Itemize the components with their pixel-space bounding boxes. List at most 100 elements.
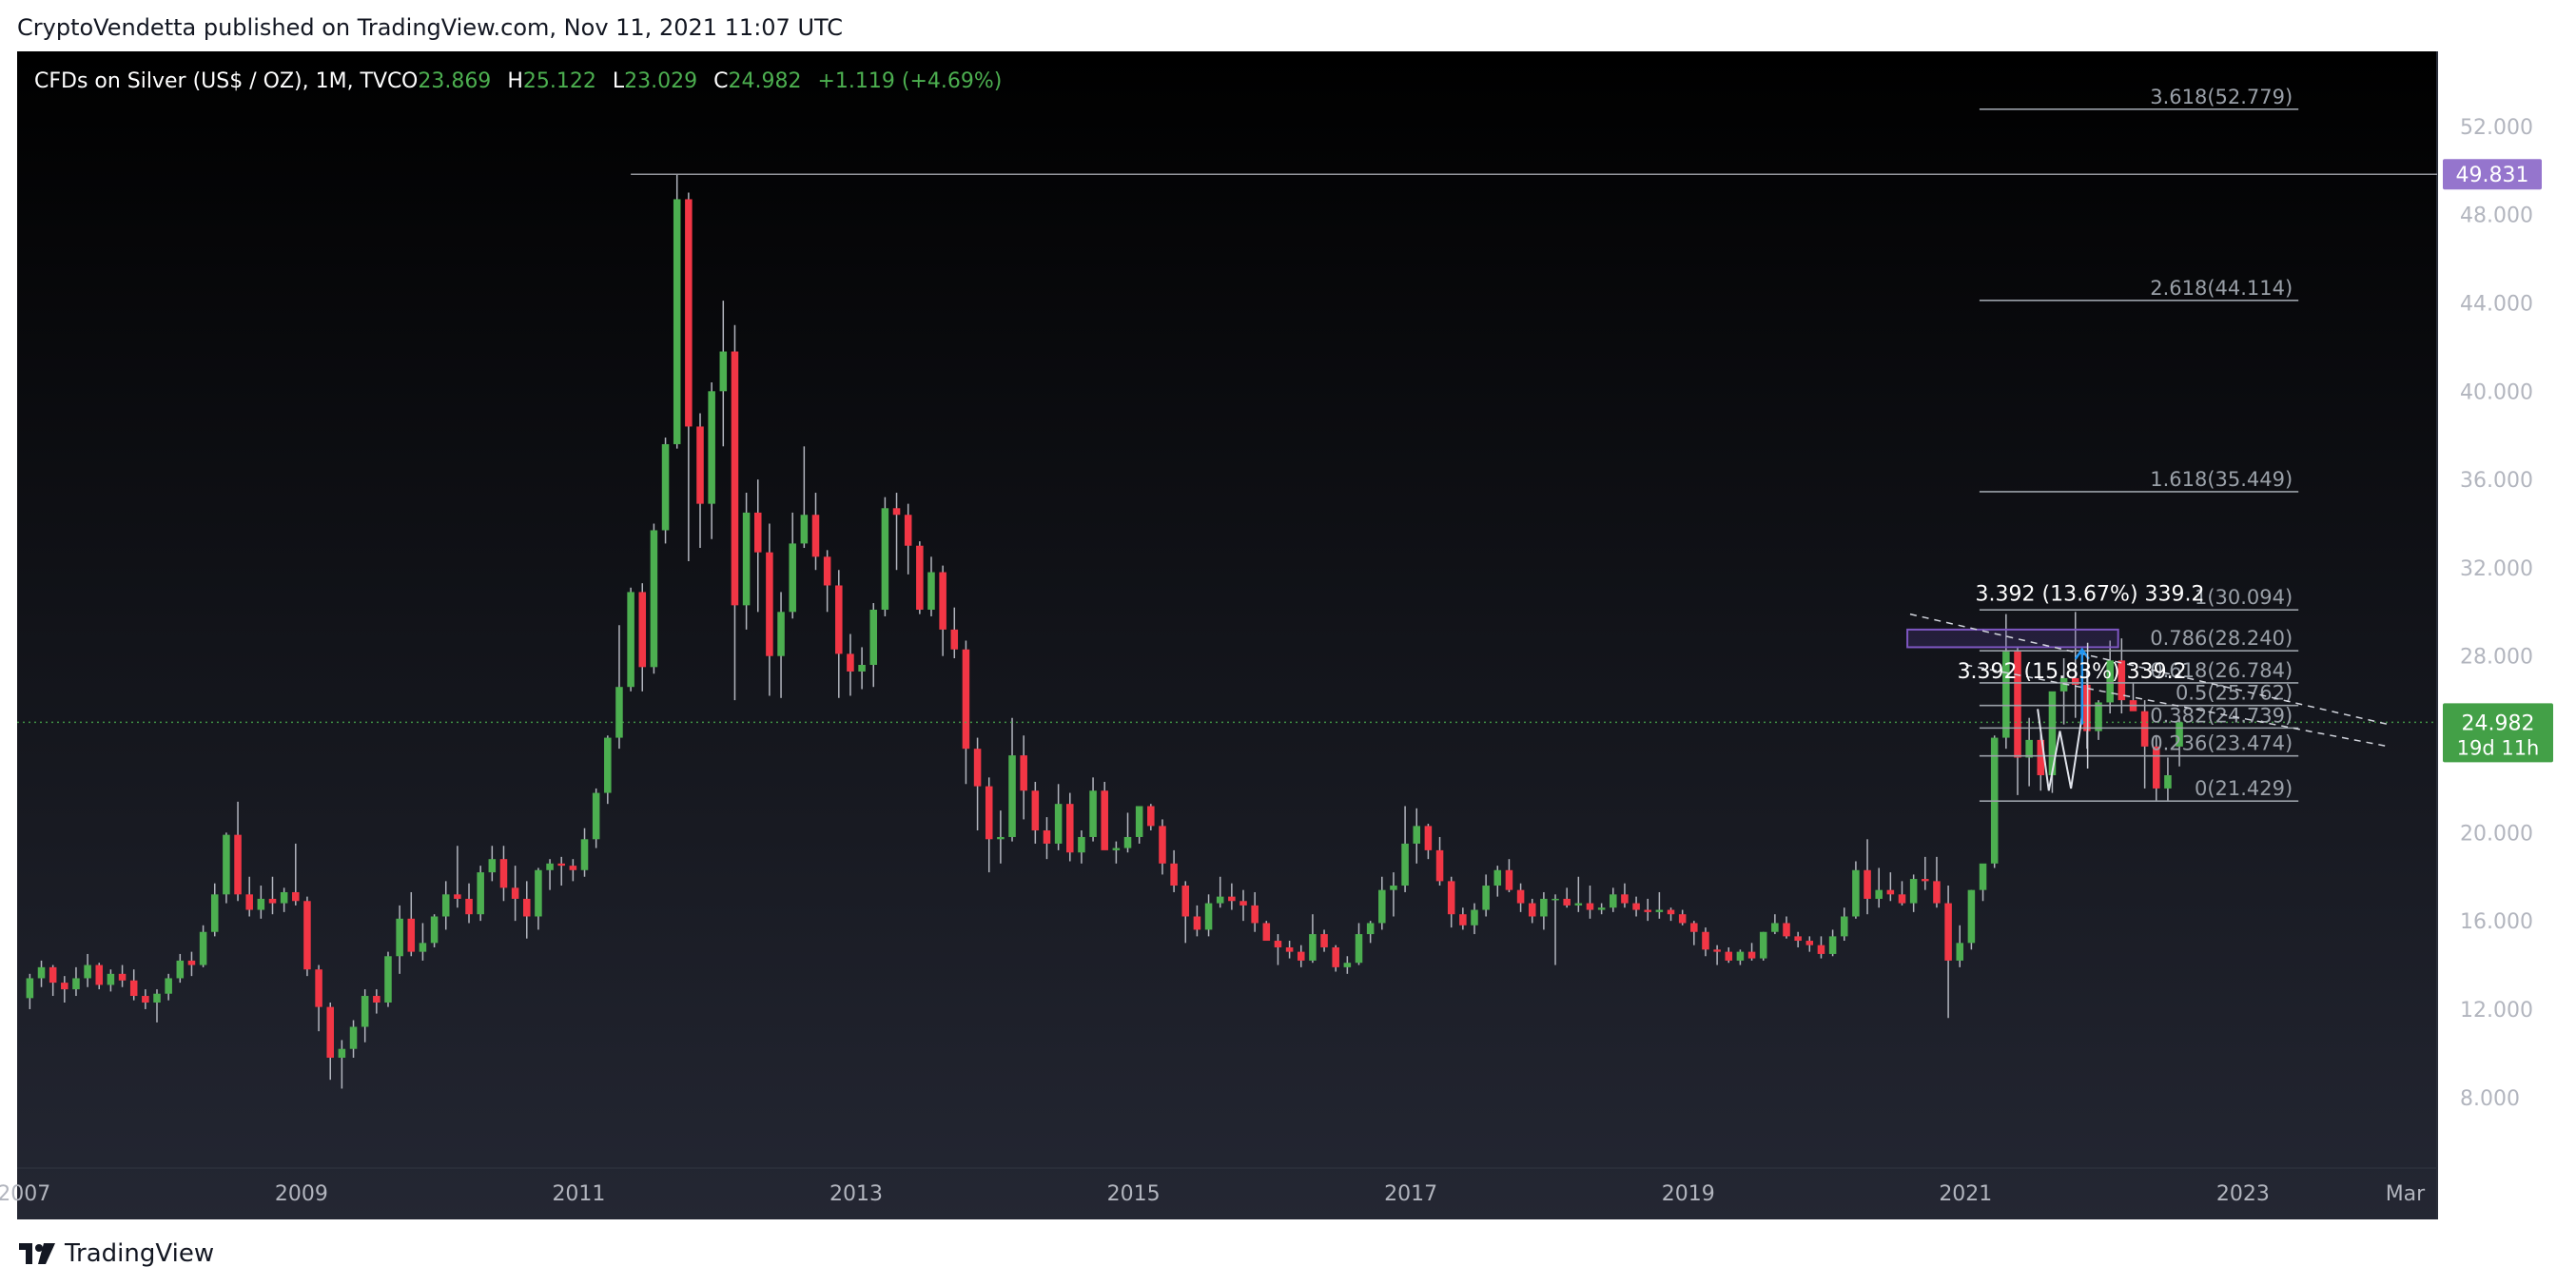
time-tick-label: 2023 — [2216, 1182, 2270, 1206]
bar-countdown-text: 19d 11h — [2457, 736, 2540, 759]
candle-body — [950, 629, 959, 650]
candle-body — [1505, 869, 1513, 890]
candle-body — [2153, 746, 2160, 789]
candle-body — [811, 515, 820, 557]
candle-body — [2106, 660, 2114, 703]
candle-body — [997, 836, 1005, 840]
candle-body — [661, 443, 670, 531]
candle-body — [685, 199, 693, 427]
candle-body — [49, 966, 57, 984]
candle-body — [1574, 903, 1583, 906]
candle-body — [292, 891, 300, 902]
candle-body — [1667, 909, 1675, 915]
candle-body — [1956, 943, 1964, 961]
candle-body — [1864, 869, 1871, 899]
candle-body — [465, 898, 473, 915]
time-tick-label: 2009 — [275, 1182, 328, 1206]
candle-body — [1343, 963, 1352, 967]
drawings-group[interactable]: 3.392 (13.67%) 339.2 3.392 (15.83%) 339.2 — [1906, 583, 2390, 791]
candle-body — [1112, 848, 1121, 850]
candle-body — [1459, 914, 1467, 926]
legend-open-value: 23.869 — [418, 69, 491, 93]
candle-body — [1840, 916, 1848, 937]
candle-body — [118, 973, 127, 981]
tradingview-logo[interactable]: TradingView — [19, 1235, 214, 1273]
candle-body — [199, 931, 207, 965]
candle-body — [1413, 826, 1421, 844]
candle-body — [419, 943, 427, 952]
candle-body — [1043, 830, 1051, 844]
candle-body — [1355, 934, 1363, 964]
candle-body — [245, 894, 253, 910]
candle-body — [719, 351, 728, 392]
candle-body — [1759, 931, 1767, 959]
candle-body — [72, 978, 80, 990]
candles-group — [17, 173, 2437, 1089]
candle-body — [1736, 951, 1745, 961]
fib-level-label: 0.382(24.739) — [2150, 704, 2293, 727]
candle-body — [223, 834, 230, 895]
measure-label-top: 3.392 (13.67%) 339.2 — [1976, 583, 2205, 607]
candle-body — [985, 786, 993, 840]
ath-price-text: 49.831 — [2456, 164, 2529, 187]
candle-body — [2117, 660, 2126, 701]
candle-body — [1366, 923, 1375, 935]
candle-body — [95, 964, 104, 985]
candle-body — [1610, 894, 1617, 908]
candle-body — [1135, 806, 1143, 837]
candle-body — [165, 978, 172, 994]
candle-body — [1447, 881, 1455, 915]
time-tick-label: 2019 — [1662, 1182, 1715, 1206]
candle-body — [441, 894, 450, 917]
candle-body — [1690, 923, 1698, 932]
candle-body — [916, 545, 924, 610]
candle-body — [477, 872, 484, 915]
candle-body — [210, 894, 219, 932]
downtrend-line-lower — [1965, 664, 2390, 748]
candle-body — [488, 859, 497, 873]
candle-body — [187, 960, 196, 965]
candle-body — [847, 653, 854, 672]
candle-body — [1702, 931, 1709, 950]
candle-body — [326, 1006, 335, 1058]
candle-body — [1944, 903, 1952, 961]
candle-body — [2002, 652, 2010, 738]
candle-body — [777, 612, 785, 656]
fib-retracement[interactable]: 3.618(52.779) 2.618(44.114) 1.618(35.449) 1… — [1979, 86, 2299, 802]
candle-body — [904, 515, 912, 546]
price-axis[interactable]: 52.000 48.000 44.000 40.000 36.000 32.000 28.0… — [2443, 116, 2553, 1111]
candle-body — [1239, 901, 1247, 906]
candle-body — [257, 898, 265, 910]
candle-body — [384, 956, 392, 1003]
time-axis[interactable]: 2007 2009 2011 2013 2015 2017 2019 2021 2023 Mar — [0, 1182, 2426, 1206]
candle-body — [454, 894, 461, 899]
fib-level-label: 0.236(23.474) — [2150, 732, 2293, 755]
candle-body — [1181, 886, 1190, 917]
legend-change: +1.119 (+4.69%) — [817, 69, 1002, 93]
candle-body — [1274, 941, 1282, 947]
measure-label-bottom: 3.392 (15.83%) 339.2 — [1958, 660, 2187, 684]
price-tick-label: 48.000 — [2460, 205, 2533, 228]
candle-body — [927, 572, 935, 610]
candle-body — [535, 869, 542, 917]
candle-body — [153, 993, 161, 1003]
price-tick-label: 28.000 — [2460, 646, 2533, 670]
w-pattern — [2037, 709, 2083, 791]
candle-body — [1482, 886, 1490, 910]
candle-body — [1101, 790, 1108, 850]
candle-body — [280, 891, 288, 904]
candle-body — [973, 749, 982, 787]
candle-body — [1390, 886, 1397, 890]
candle-body — [835, 585, 843, 654]
candle-body — [1193, 916, 1201, 930]
candle-body — [939, 572, 946, 630]
candle-body — [1922, 879, 1929, 882]
candle-body — [1285, 946, 1294, 952]
candle-body — [1054, 804, 1063, 844]
candle-body — [1597, 907, 1606, 910]
candle-body — [142, 996, 149, 1003]
candle-body — [1078, 836, 1085, 853]
time-tick-label: 2017 — [1384, 1182, 1437, 1206]
ath-price-badge — [2443, 159, 2542, 190]
